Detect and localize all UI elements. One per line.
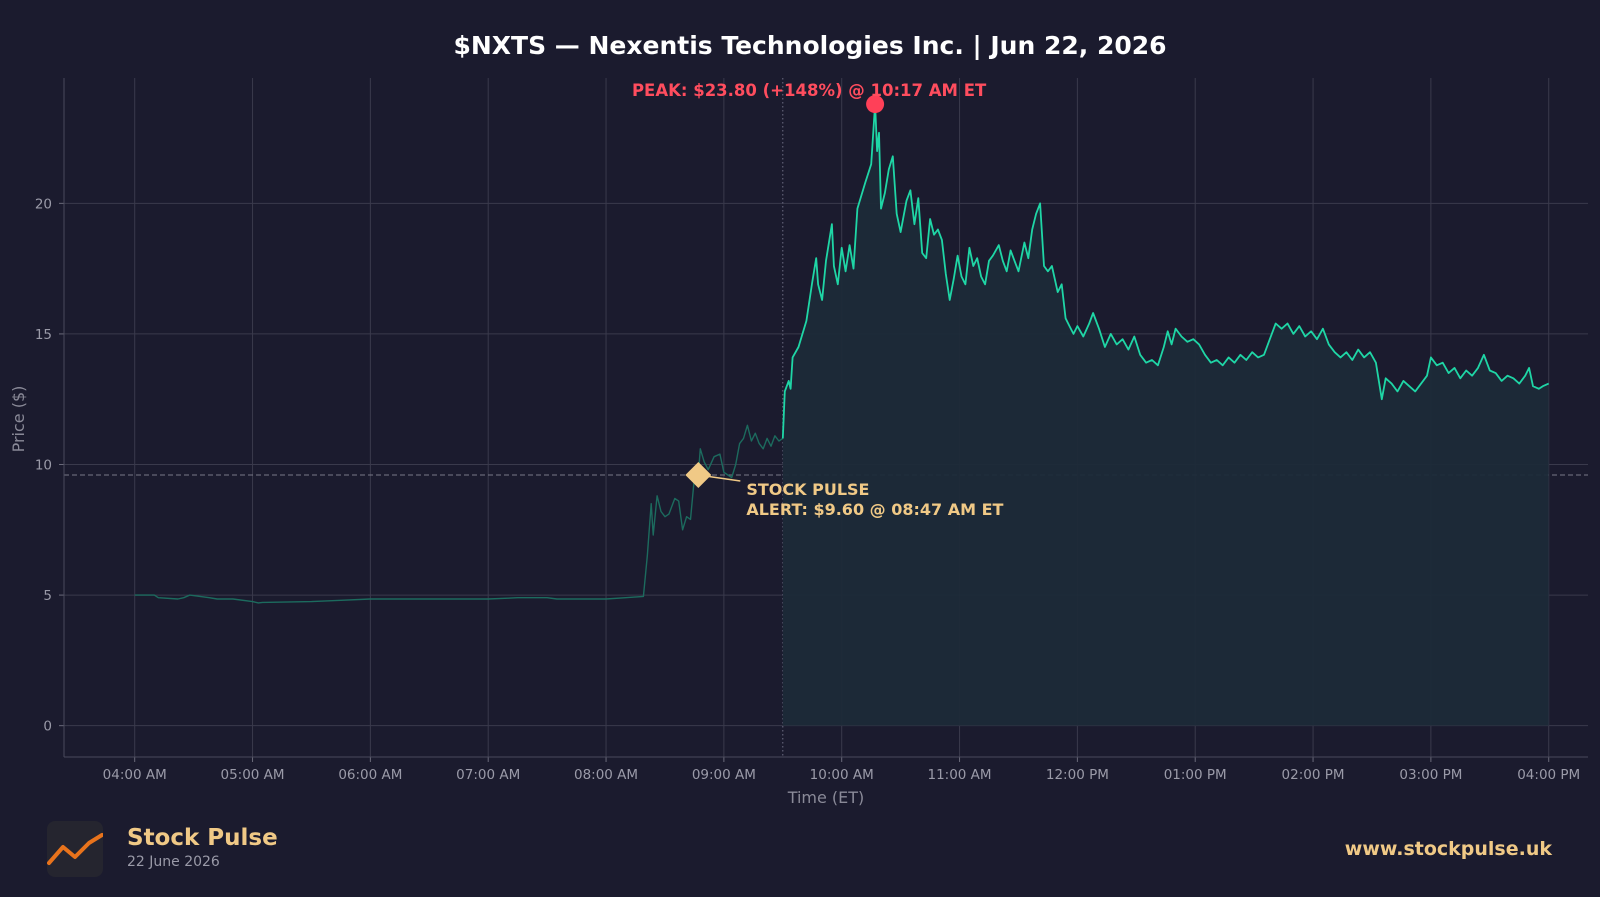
- regular-price-line: [781, 103, 1550, 439]
- series-layer: [134, 103, 1550, 726]
- brand-logo: [47, 821, 103, 877]
- y-tick-label: 10: [35, 458, 52, 474]
- x-tick-label: 11:00 AM: [927, 767, 991, 783]
- x-tick-label: 01:00 PM: [1164, 767, 1227, 783]
- y-tick-label: 0: [43, 719, 52, 735]
- premarket-price-line: [134, 424, 784, 604]
- x-tick-label: 12:00 PM: [1046, 767, 1109, 783]
- x-tick-label: 02:00 PM: [1282, 767, 1345, 783]
- axes: 04:00 AM 05:00 AM 06:00 AM 07:00 AM 08:00 AM…: [35, 78, 1588, 783]
- annotation-layer: PEAK: $23.80 (+148%) @ 10:17 AM ET STOCK …: [632, 81, 1004, 519]
- peak-label: PEAK: $23.80 (+148%) @ 10:17 AM ET: [632, 81, 987, 100]
- brand-url-link[interactable]: www.stockpulse.uk: [1344, 838, 1552, 860]
- y-axis-label: Price ($): [9, 386, 28, 453]
- alert-label-line1: STOCK PULSE: [746, 480, 869, 499]
- y-tick-label: 5: [43, 588, 52, 604]
- x-tick-label: 08:00 AM: [574, 767, 638, 783]
- brand-text: Stock Pulse 22 June 2026: [127, 825, 278, 873]
- x-tick-label: 03:00 PM: [1399, 767, 1462, 783]
- y-tick-label: 20: [35, 196, 52, 212]
- brand-name: Stock Pulse: [127, 825, 278, 851]
- alert-marker: [685, 461, 712, 488]
- chart-title: $NXTS — Nexentis Technologies Inc. | Jun…: [453, 31, 1166, 60]
- y-tick-label: 15: [35, 327, 52, 343]
- x-tick-label: 10:00 AM: [810, 767, 874, 783]
- brand-date: 22 June 2026: [127, 854, 220, 870]
- x-axis-label: Time (ET): [787, 788, 865, 807]
- peak-marker: [866, 95, 885, 114]
- x-tick-label: 04:00 PM: [1517, 767, 1580, 783]
- x-tick-label: 05:00 AM: [220, 767, 284, 783]
- alert-label-line2: ALERT: $9.60 @ 08:47 AM ET: [746, 500, 1003, 519]
- x-tick-label: 06:00 AM: [338, 767, 402, 783]
- x-tick-label: 09:00 AM: [692, 767, 756, 783]
- rising-line-chart-icon: [47, 833, 103, 865]
- footer-brand: Stock Pulse 22 June 2026: [47, 821, 278, 877]
- x-tick-label: 04:00 AM: [103, 767, 167, 783]
- regular-session-area: [782, 104, 1549, 726]
- x-tick-label: 07:00 AM: [456, 767, 520, 783]
